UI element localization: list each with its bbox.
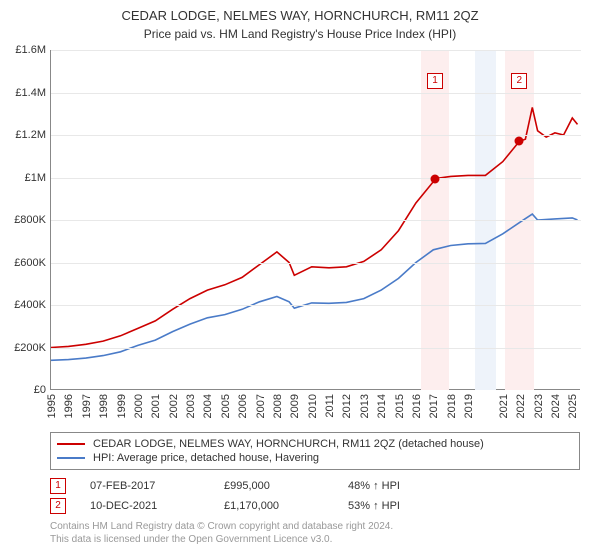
x-axis-label: 2012 bbox=[341, 394, 353, 418]
x-axis-label: 2005 bbox=[220, 394, 232, 418]
x-axis-label: 2002 bbox=[168, 394, 180, 418]
x-axis-label: 2010 bbox=[307, 394, 319, 418]
chart-title: CEDAR LODGE, NELMES WAY, HORNCHURCH, RM1… bbox=[0, 0, 600, 23]
gridline bbox=[51, 135, 581, 136]
x-axis-label: 2004 bbox=[202, 394, 214, 418]
x-axis-label: 2006 bbox=[237, 394, 249, 418]
legend-swatch bbox=[57, 457, 85, 459]
legend: CEDAR LODGE, NELMES WAY, HORNCHURCH, RM1… bbox=[50, 432, 580, 470]
y-axis-label: £1.2M bbox=[0, 129, 46, 141]
x-axis-label: 1997 bbox=[81, 394, 93, 418]
x-axis-label: 1995 bbox=[46, 394, 58, 418]
transaction-row: 1 07-FEB-2017 £995,000 48% ↑ HPI bbox=[50, 476, 580, 496]
legend-item: HPI: Average price, detached house, Have… bbox=[57, 451, 573, 465]
transaction-index-icon: 2 bbox=[50, 498, 66, 514]
y-axis-label: £600K bbox=[0, 257, 46, 269]
x-axis-label: 2008 bbox=[272, 394, 284, 418]
x-axis-label: 2001 bbox=[150, 394, 162, 418]
footer-line2: This data is licensed under the Open Gov… bbox=[50, 533, 580, 546]
footer-attribution: Contains HM Land Registry data © Crown c… bbox=[50, 520, 580, 546]
gridline bbox=[51, 50, 581, 51]
transaction-pct: 53% ↑ HPI bbox=[348, 500, 448, 512]
x-axis-label: 2019 bbox=[463, 394, 475, 418]
y-axis-label: £800K bbox=[0, 214, 46, 226]
gridline bbox=[51, 305, 581, 306]
transaction-dot bbox=[515, 137, 524, 146]
x-axis-label: 2015 bbox=[394, 394, 406, 418]
y-axis-label: £200K bbox=[0, 342, 46, 354]
y-axis-label: £0 bbox=[0, 384, 46, 396]
x-axis-label: 1999 bbox=[116, 394, 128, 418]
transaction-date: 10-DEC-2021 bbox=[90, 500, 200, 512]
chart-subtitle: Price paid vs. HM Land Registry's House … bbox=[0, 23, 600, 41]
y-axis-label: £1.6M bbox=[0, 44, 46, 56]
x-axis-label: 2018 bbox=[446, 394, 458, 418]
x-axis-label: 2025 bbox=[567, 394, 579, 418]
transaction-marker: 1 bbox=[427, 73, 443, 89]
transaction-row: 2 10-DEC-2021 £1,170,000 53% ↑ HPI bbox=[50, 496, 580, 516]
x-axis-label: 2009 bbox=[289, 394, 301, 418]
gridline bbox=[51, 263, 581, 264]
transaction-index-icon: 1 bbox=[50, 478, 66, 494]
x-axis-label: 2013 bbox=[359, 394, 371, 418]
x-axis-label: 2007 bbox=[255, 394, 267, 418]
legend-label: HPI: Average price, detached house, Have… bbox=[93, 452, 319, 464]
transaction-date: 07-FEB-2017 bbox=[90, 480, 200, 492]
x-axis-label: 2017 bbox=[428, 394, 440, 418]
x-axis-label: 2024 bbox=[550, 394, 562, 418]
transaction-dot bbox=[431, 174, 440, 183]
legend-item: CEDAR LODGE, NELMES WAY, HORNCHURCH, RM1… bbox=[57, 437, 573, 451]
transaction-pct: 48% ↑ HPI bbox=[348, 480, 448, 492]
y-axis-label: £1M bbox=[0, 172, 46, 184]
y-axis-label: £400K bbox=[0, 299, 46, 311]
x-axis-label: 2011 bbox=[324, 394, 336, 418]
legend-label: CEDAR LODGE, NELMES WAY, HORNCHURCH, RM1… bbox=[93, 438, 484, 450]
x-axis-label: 2014 bbox=[376, 394, 388, 418]
x-axis-label: 1996 bbox=[63, 394, 75, 418]
transaction-price: £995,000 bbox=[224, 480, 324, 492]
x-axis-label: 2016 bbox=[411, 394, 423, 418]
plot-region: 12 bbox=[50, 50, 580, 390]
x-axis-label: 2021 bbox=[498, 394, 510, 418]
transaction-marker: 2 bbox=[511, 73, 527, 89]
footer-line1: Contains HM Land Registry data © Crown c… bbox=[50, 520, 580, 533]
series-price_paid bbox=[51, 107, 578, 347]
x-axis-label: 2023 bbox=[533, 394, 545, 418]
legend-swatch bbox=[57, 443, 85, 445]
x-axis-label: 2003 bbox=[185, 394, 197, 418]
x-axis-label: 2022 bbox=[515, 394, 527, 418]
transaction-price: £1,170,000 bbox=[224, 500, 324, 512]
gridline bbox=[51, 348, 581, 349]
series-hpi bbox=[51, 214, 578, 360]
gridline bbox=[51, 220, 581, 221]
gridline bbox=[51, 93, 581, 94]
chart-area: 12 £0£200K£400K£600K£800K£1M£1.2M£1.4M£1… bbox=[50, 50, 580, 390]
gridline bbox=[51, 178, 581, 179]
y-axis-label: £1.4M bbox=[0, 87, 46, 99]
x-axis-label: 1998 bbox=[98, 394, 110, 418]
transactions-table: 1 07-FEB-2017 £995,000 48% ↑ HPI 2 10-DEC-202… bbox=[50, 476, 580, 516]
x-axis-label: 2000 bbox=[133, 394, 145, 418]
